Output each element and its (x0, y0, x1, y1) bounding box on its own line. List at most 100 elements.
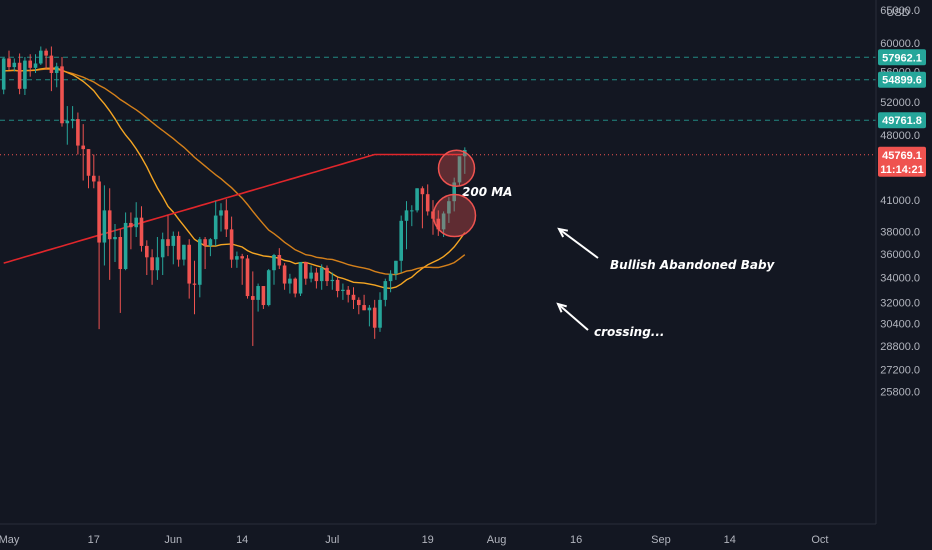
candle-body (23, 60, 27, 89)
current-price-tag (878, 146, 926, 177)
candle-body (224, 210, 229, 230)
candle-body (1, 58, 6, 90)
candle-body (17, 62, 22, 89)
candle-body (452, 182, 456, 202)
candle-body (129, 222, 133, 228)
candle-body (362, 305, 366, 311)
candle-body (54, 66, 59, 73)
candle-body (251, 296, 255, 300)
candle-body (44, 50, 48, 56)
price-tick-label: 65000.0 (880, 5, 920, 17)
pattern-label: Bullish Abandoned Baby (610, 258, 776, 272)
pattern-arrow-head (557, 227, 569, 238)
candle-body (447, 201, 451, 214)
candle-body (304, 261, 308, 279)
candle-body (155, 257, 160, 271)
candle-body (404, 210, 409, 221)
candle-body (182, 244, 186, 260)
candle-body (314, 272, 319, 282)
candle-body (261, 286, 266, 306)
candle-body (235, 256, 239, 260)
candle-body (65, 120, 70, 124)
candle-body (441, 213, 446, 230)
candle-body (118, 237, 123, 270)
candle-body (341, 289, 345, 292)
annotations-layer: 200 MA Bullish Abandoned Baby crossing..… (432, 149, 776, 339)
candle-body (277, 254, 282, 266)
price-tick-label: 30400.0 (880, 319, 920, 331)
time-tick-label: Jun (164, 534, 182, 546)
candle-body (97, 181, 101, 243)
candle-body (166, 239, 170, 246)
candle-body (245, 258, 250, 297)
price-tick-label: 38000.0 (880, 227, 920, 239)
time-tick-label: Sep (651, 534, 671, 546)
candle-body (123, 222, 128, 270)
cross-label: crossing... (594, 325, 664, 339)
price-tick-label: 28800.0 (880, 341, 920, 353)
candle-body (39, 50, 43, 64)
candle-body (92, 175, 96, 182)
candle-body (319, 267, 324, 282)
candle-body (367, 307, 372, 311)
candle-body (229, 229, 234, 260)
ma-fast-line (3, 67, 466, 290)
candle-body (325, 267, 329, 282)
candle-body (102, 210, 107, 243)
candle-body (134, 217, 138, 228)
candle-body (457, 156, 462, 183)
candle-body (60, 66, 64, 124)
time-tick-label: Oct (811, 534, 828, 546)
time-tick-label: Jul (325, 534, 339, 546)
time-tick-label: 14 (236, 534, 248, 546)
level-tag-label: 54899.6 (882, 75, 922, 87)
candle-body (346, 289, 350, 295)
candle-body (383, 281, 388, 300)
candle-body (293, 278, 297, 294)
candle-body (298, 261, 303, 294)
time-tick-label: 19 (422, 534, 434, 546)
candle-body (463, 150, 467, 157)
ma-label: 200 MA (462, 185, 512, 199)
candle-body (213, 215, 218, 240)
pattern-arrow (558, 228, 599, 259)
candle-body (208, 239, 213, 246)
candle-body (309, 272, 313, 279)
candle-body (76, 119, 80, 146)
currency-label: USD (886, 7, 909, 19)
pattern-highlight-circle (437, 149, 476, 187)
candle-body (282, 265, 287, 284)
candle-body (330, 279, 335, 282)
candle-body (415, 188, 419, 211)
candle-body (436, 218, 441, 230)
candle-body (70, 119, 75, 121)
price-tick-label: 34000.0 (880, 272, 920, 284)
candle-body (107, 210, 112, 240)
time-tick-label: 14 (724, 534, 736, 546)
cross-arrow-head (556, 302, 567, 313)
candle-body (86, 149, 91, 176)
candle-body (272, 254, 276, 271)
candle-body (351, 294, 356, 300)
level-tag (878, 71, 926, 88)
price-tick-label: 52000.0 (880, 97, 920, 109)
cross-arrow (557, 303, 589, 331)
candle-body (288, 278, 292, 284)
candle-body (357, 299, 361, 306)
candles-layer (1, 46, 467, 346)
candle-body (420, 188, 425, 195)
price-tick-label: 27200.0 (880, 365, 920, 377)
price-tick-label: 25800.0 (880, 386, 920, 398)
level-tag-label: 57962.1 (882, 52, 922, 64)
candle-body (49, 55, 54, 73)
level-tag (878, 49, 926, 66)
candle-body (203, 239, 207, 246)
candle-body (145, 245, 149, 258)
time-tick-label: 16 (570, 534, 582, 546)
candle-body (33, 63, 38, 68)
candle-body (171, 235, 176, 246)
candle-body (240, 256, 244, 259)
candle-body (12, 62, 17, 68)
